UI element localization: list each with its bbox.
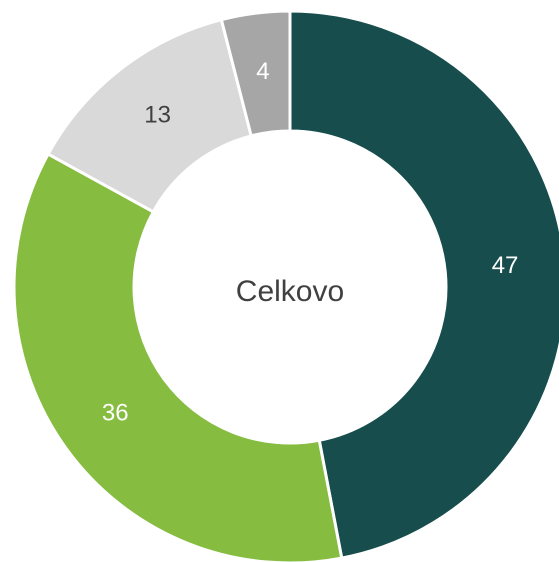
slice <box>219 9 292 138</box>
center-label: Celkovo <box>236 275 344 308</box>
slice <box>12 151 344 562</box>
data-label: 36 <box>102 399 129 426</box>
slices <box>12 9 559 562</box>
data-label: 13 <box>144 102 171 129</box>
data-label: 4 <box>256 58 269 85</box>
slice <box>288 9 559 560</box>
data-label: 47 <box>492 252 519 279</box>
